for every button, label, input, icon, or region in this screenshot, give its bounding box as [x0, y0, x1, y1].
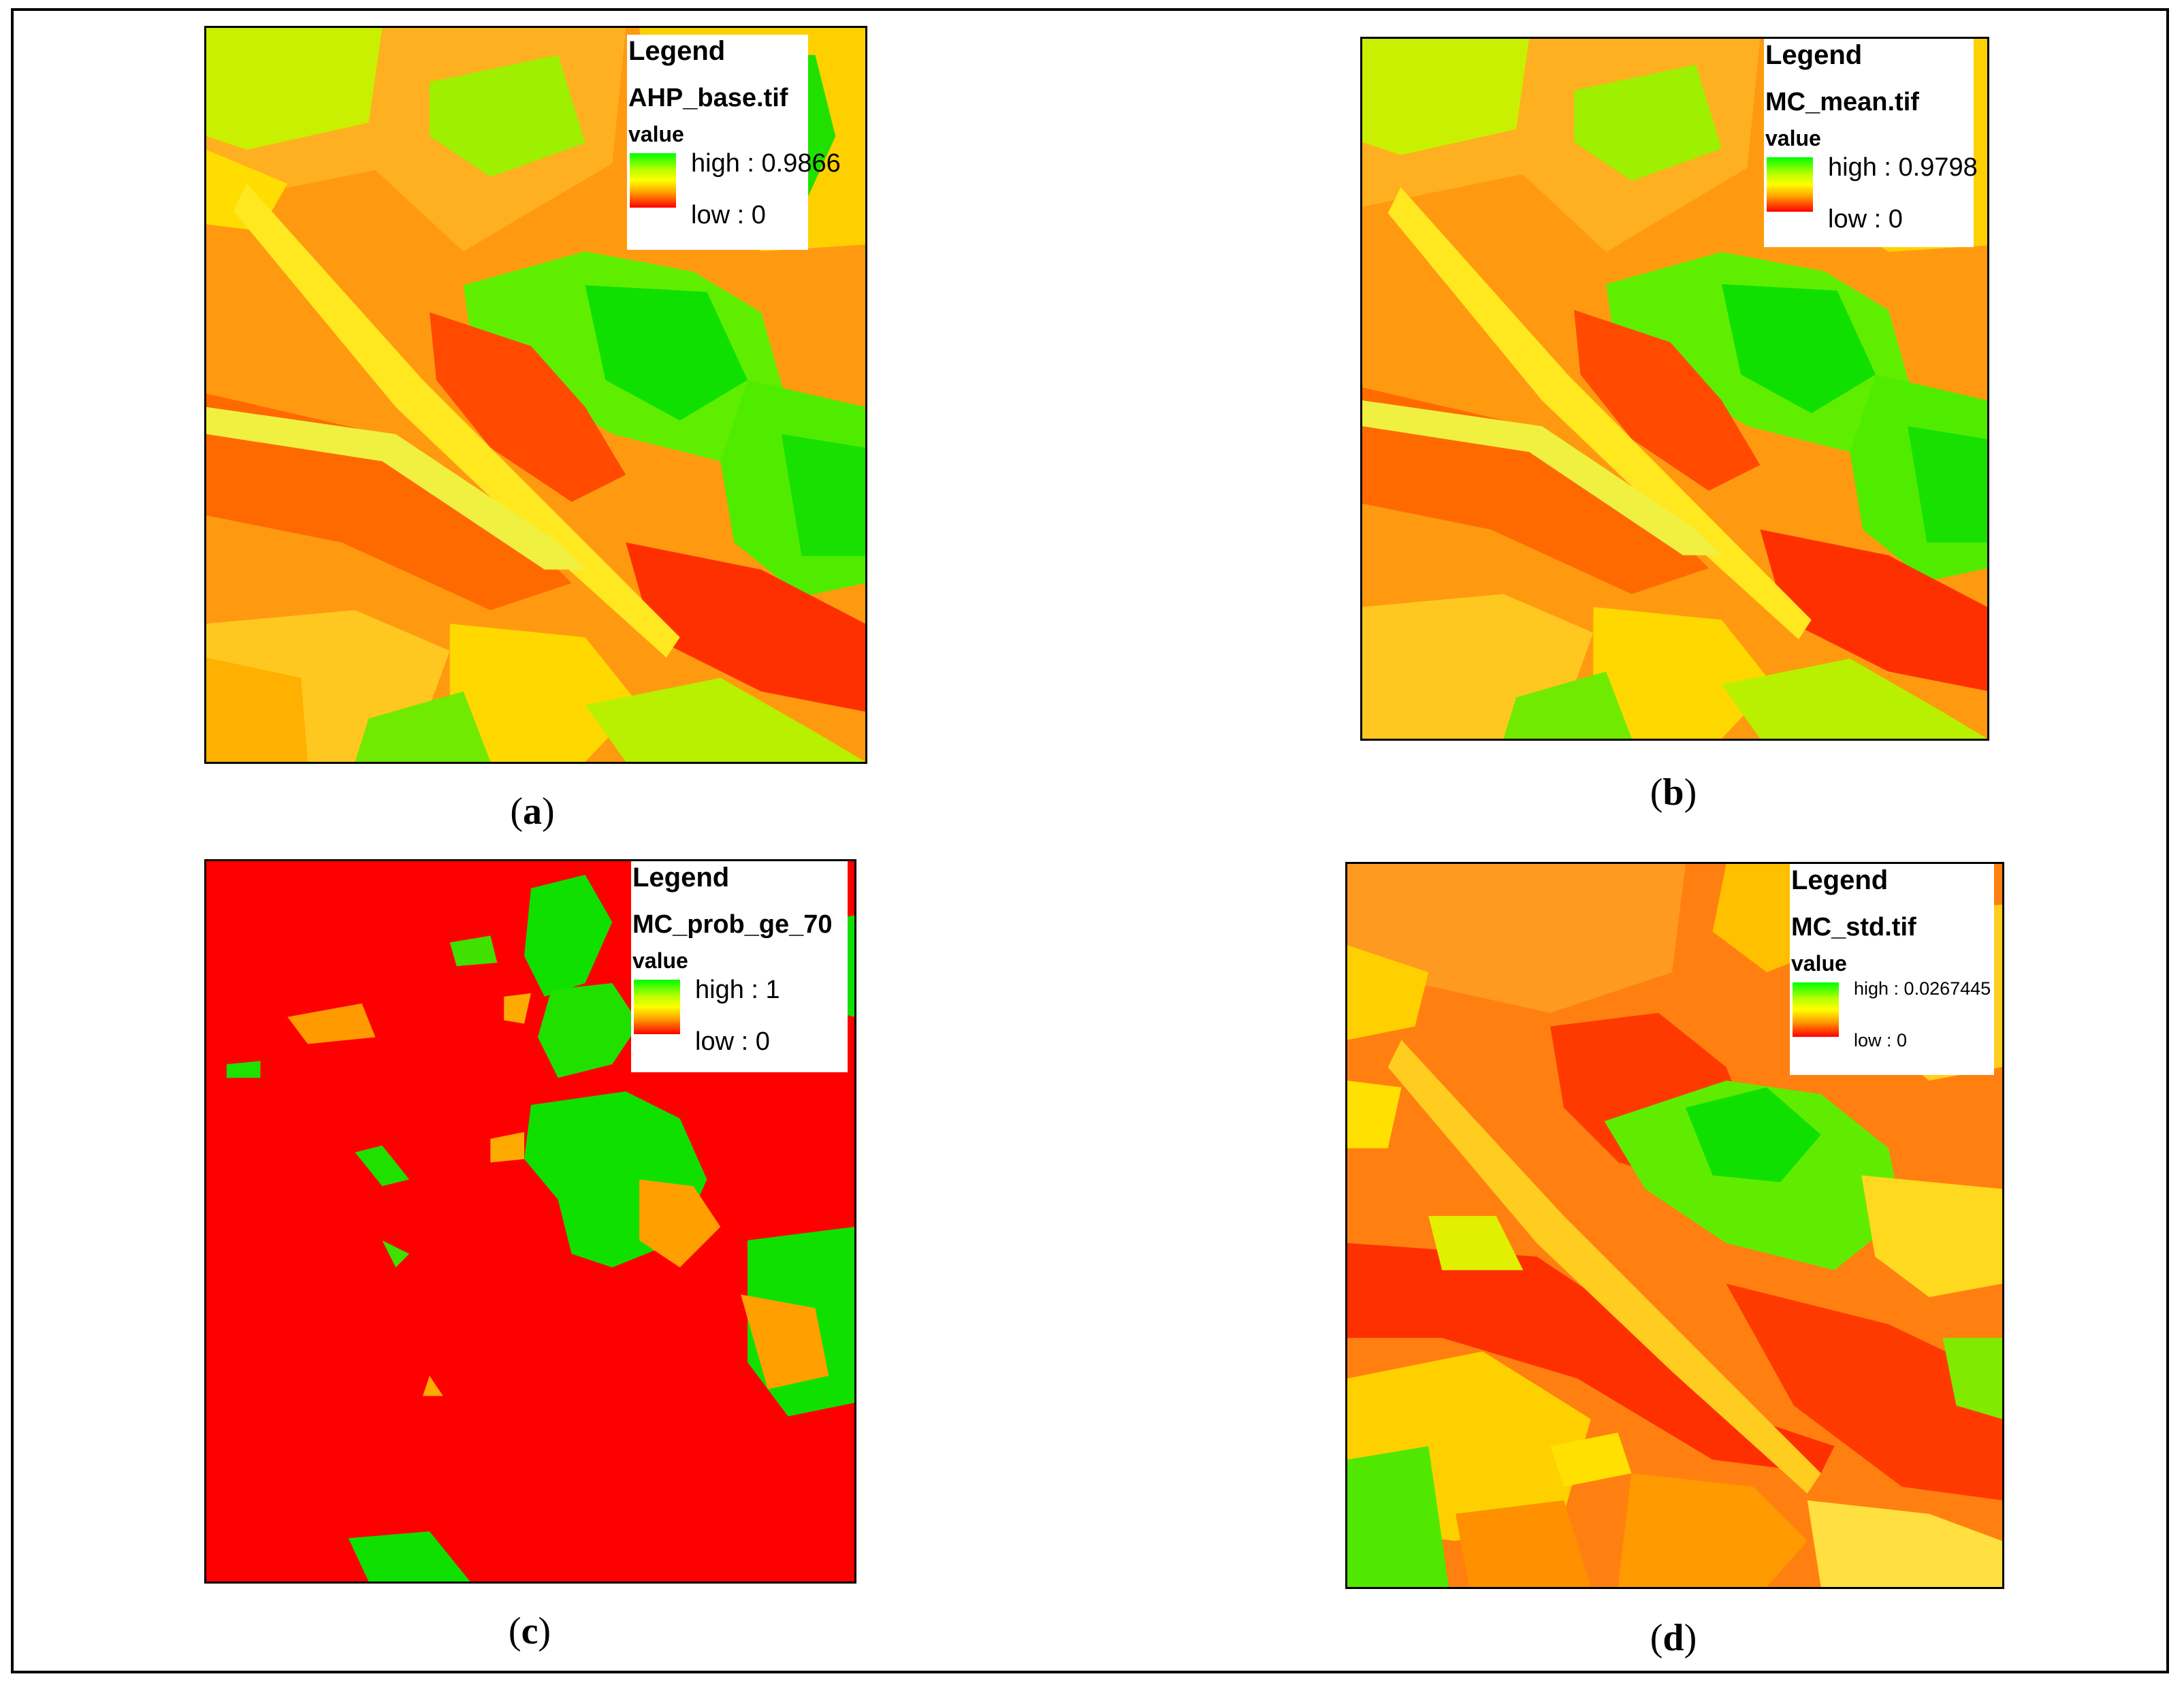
- legend-color-ramp: [634, 980, 680, 1034]
- legend-color-ramp: [630, 153, 676, 208]
- caption-d: (d): [1650, 1617, 1697, 1659]
- probability-map-c: [206, 861, 854, 1582]
- legend-high-label: high : 0.9798: [1828, 153, 1978, 182]
- map-panel-c: Legend MC_prob_ge_70 value high : 1 low …: [204, 859, 856, 1584]
- legend-low-label: low : 0: [1854, 1030, 1908, 1050]
- map-panel-b: Legend MC_mean.tif value high : 0.9798 l…: [1360, 37, 1989, 741]
- legend-field: value: [632, 948, 688, 973]
- legend-b: Legend MC_mean.tif value high : 0.9798 l…: [1764, 39, 1978, 247]
- legend-title: Legend: [1791, 865, 1889, 895]
- legend-high-label: high : 0.9866: [691, 149, 841, 178]
- legend-layer-name: MC_std.tif: [1791, 913, 1916, 942]
- legend-d: Legend MC_std.tif value high : 0.0267445…: [1790, 864, 1994, 1075]
- legend-layer-name: AHP_base.tif: [628, 84, 788, 112]
- caption-a: (a): [510, 790, 555, 833]
- figure-frame: [11, 8, 2169, 1673]
- legend-a: Legend AHP_base.tif value high : 0.9866 …: [627, 35, 841, 250]
- legend-low-label: low : 0: [691, 201, 766, 229]
- caption-b: (b): [1650, 771, 1697, 814]
- legend-field: value: [628, 122, 684, 146]
- legend-low-label: low : 0: [695, 1027, 770, 1056]
- legend-field: value: [1791, 951, 1847, 976]
- map-panel-d: Legend MC_std.tif value high : 0.0267445…: [1345, 862, 2004, 1589]
- legend-color-ramp: [1793, 982, 1839, 1037]
- legend-color-ramp: [1767, 157, 1813, 212]
- legend-high-label: high : 0.0267445: [1854, 978, 1991, 999]
- legend-layer-name: MC_prob_ge_70: [632, 910, 833, 939]
- legend-title: Legend: [628, 36, 726, 66]
- legend-low-label: low : 0: [1828, 205, 1903, 234]
- legend-field: value: [1765, 126, 1821, 150]
- legend-title: Legend: [1765, 40, 1863, 70]
- legend-c: Legend MC_prob_ge_70 value high : 1 low …: [631, 861, 848, 1072]
- legend-layer-name: MC_mean.tif: [1765, 88, 1919, 116]
- caption-c: (c): [508, 1610, 551, 1652]
- legend-title: Legend: [632, 863, 730, 893]
- map-panel-a: Legend AHP_base.tif value high : 0.9866 …: [204, 26, 867, 764]
- legend-high-label: high : 1: [695, 976, 780, 1004]
